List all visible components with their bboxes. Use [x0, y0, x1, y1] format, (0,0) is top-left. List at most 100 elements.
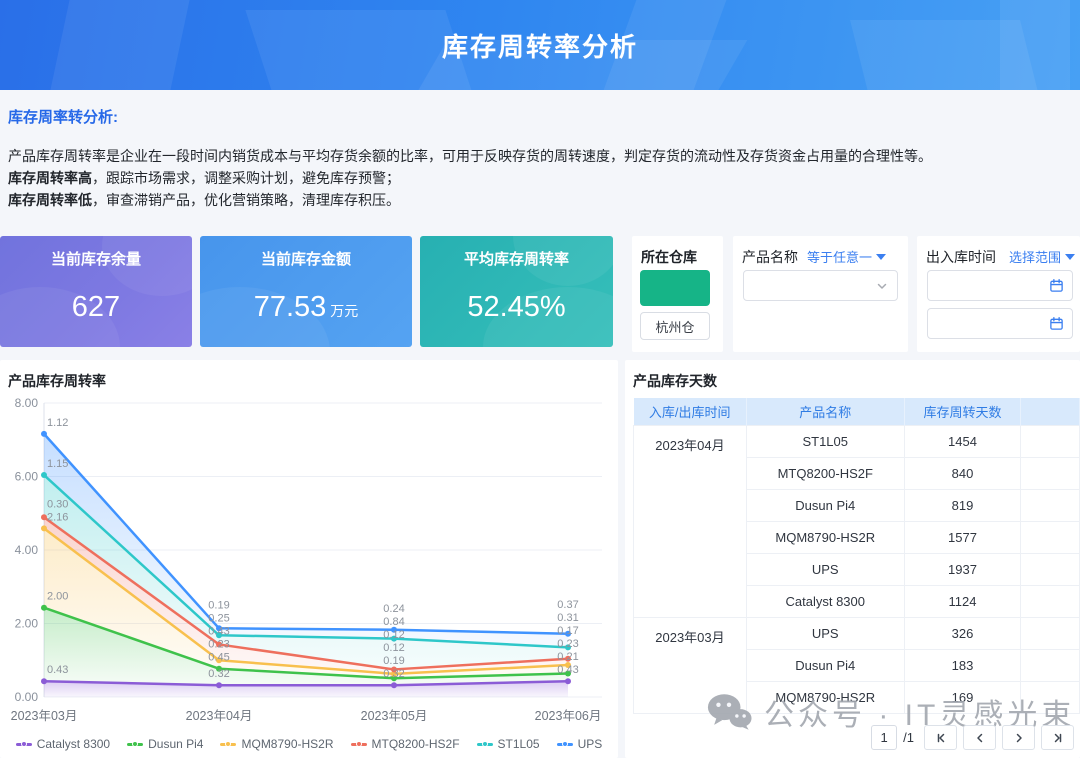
intro-line-2-rest: ，跟踪市场需求，调整采购计划，避免库存预警； [92, 170, 400, 186]
table-row: MQM8790-HS2R 1577 [634, 520, 1080, 554]
legend-label: MQM8790-HS2R [241, 737, 334, 751]
legend-item-dusun-pi4[interactable]: Dusun Pi4 [127, 737, 203, 751]
time-operator-dropdown[interactable]: 选择范围 [1009, 247, 1076, 266]
caret-down-icon [876, 253, 887, 260]
kpi-value: 77.53 万元 [254, 291, 359, 324]
legend-item-catalyst-8300[interactable]: Catalyst 8300 [15, 737, 110, 751]
table-title: 产品库存天数 [633, 373, 717, 389]
intro-heading: 库存周率转分析: [8, 109, 118, 126]
svg-text:0.12: 0.12 [383, 629, 404, 641]
svg-text:0.25: 0.25 [208, 613, 229, 625]
prev-page-button[interactable] [963, 725, 996, 750]
svg-text:0.19: 0.19 [208, 600, 229, 612]
table-row: 2023年04月 ST1L05 1454 [633, 424, 1080, 618]
empty-cell [1020, 456, 1080, 490]
svg-text:0.43: 0.43 [557, 664, 578, 676]
filter-panel-product: 产品名称 等于任意一 [733, 236, 908, 352]
chevron-down-icon [877, 283, 887, 289]
product-cell: ST1L05 [745, 424, 905, 458]
product-cell: UPS [745, 552, 905, 586]
calendar-icon [1050, 317, 1063, 330]
intro-line-1: 产品库存周转率是企业在一段时间内销货成本与平均存货余额的比率，可用于反映存货的周… [8, 148, 932, 164]
svg-text:6.00: 6.00 [15, 470, 39, 484]
svg-text:0.00: 0.00 [15, 690, 39, 704]
legend-marker-icon [476, 740, 493, 748]
days-cell: 1937 [903, 552, 1022, 586]
legend-item-mqm8790-hs2r[interactable]: MQM8790-HS2R [220, 737, 334, 751]
last-page-icon [1054, 733, 1061, 742]
intro-line-3-bold: 库存周转率低 [8, 192, 92, 208]
legend-marker-icon [350, 740, 367, 748]
empty-cell [1020, 680, 1080, 714]
days-cell: 1124 [903, 584, 1022, 618]
svg-text:0.84: 0.84 [383, 616, 404, 628]
empty-cell [1020, 648, 1080, 682]
table-row: MTQ8200-HS2F 840 [634, 456, 1080, 490]
next-page-button[interactable] [1002, 725, 1035, 750]
kpi-value: 627 [71, 291, 121, 323]
legend-marker-icon [220, 740, 237, 748]
svg-text:0.24: 0.24 [383, 603, 404, 615]
kpi-card-inventory-qty: 当前库存余量 627 [0, 236, 192, 347]
page-title: 库存周转率分析 [441, 31, 638, 62]
days-cell: 183 [903, 648, 1022, 682]
first-page-button[interactable] [924, 725, 957, 750]
period-cell: 2023年04月 [633, 424, 747, 618]
kpi-label: 平均库存周转率 [463, 251, 569, 268]
table-header-row: 入库/出库时间 产品名称 库存周转天数 [633, 398, 1080, 425]
warehouse-filter-label: 所在仓库 [641, 249, 697, 265]
legend-marker-icon [556, 740, 573, 748]
product-operator-dropdown[interactable]: 等于任意一 [807, 247, 887, 266]
svg-text:2023年06月: 2023年06月 [535, 709, 602, 723]
page-number-input[interactable]: 1 [871, 725, 898, 750]
product-select[interactable] [743, 270, 898, 301]
days-cell: 326 [903, 616, 1022, 650]
inventory-days-table: 入库/出库时间 产品名称 库存周转天数 2023年04月 ST1L05 1454 MTQ8… [633, 398, 1080, 714]
period-cell: 2023年03月 [633, 616, 747, 714]
legend-label: ST1L05 [497, 737, 540, 751]
date-end-input[interactable] [927, 308, 1073, 339]
table-column-header [1020, 398, 1080, 425]
last-page-button[interactable] [1041, 725, 1074, 750]
chart-title: 产品库存周转率 [8, 373, 106, 389]
date-start-input[interactable] [927, 270, 1073, 301]
warehouse-option-button[interactable]: 杭州仓 [640, 312, 710, 340]
kpi-label: 当前库存余量 [50, 251, 141, 268]
first-page-icon [937, 733, 944, 742]
product-cell: Catalyst 8300 [745, 584, 905, 618]
header-banner: 库存周转率分析 [0, 0, 1080, 90]
svg-text:0.12: 0.12 [383, 642, 404, 654]
legend-item-mtq8200-hs2f[interactable]: MTQ8200-HS2F [350, 737, 460, 751]
svg-text:4.00: 4.00 [15, 543, 39, 557]
table-column-header: 入库/出库时间 [633, 398, 747, 425]
page-total-label: /1 [903, 730, 914, 745]
empty-cell [1020, 424, 1080, 458]
kpi-card-inventory-amount: 当前库存金额 77.53 万元 [200, 236, 412, 347]
calendar-icon [1050, 279, 1063, 292]
kpi-card-turnover-rate: 平均库存周转率 52.45% [420, 236, 613, 347]
warehouse-selected-block[interactable] [640, 270, 710, 306]
svg-text:2.16: 2.16 [47, 511, 68, 523]
table-row: UPS 1937 [634, 552, 1080, 586]
chart-legend: Catalyst 8300 Dusun Pi4 MQM8790-HS2R MTQ820… [0, 737, 618, 751]
legend-item-ups[interactable]: UPS [556, 737, 602, 751]
svg-text:2023年03月: 2023年03月 [11, 709, 78, 723]
kpi-label: 当前库存金额 [260, 251, 351, 268]
svg-text:1.15: 1.15 [47, 458, 68, 470]
days-cell: 169 [903, 680, 1022, 714]
table-row: Catalyst 8300 1124 [634, 584, 1080, 618]
legend-item-st1l05[interactable]: ST1L05 [476, 737, 540, 751]
caret-down-icon [1065, 253, 1076, 260]
time-operator-label: 选择范围 [1009, 250, 1062, 265]
intro-line-3: 库存周转率低，审查滞销产品，优化营销策略，清理库存积压。 [8, 189, 1008, 211]
table-column-header: 产品名称 [746, 398, 905, 425]
table-row: Dusun Pi4 183 [634, 648, 1080, 682]
product-cell: UPS [745, 616, 905, 650]
svg-text:2023年05月: 2023年05月 [361, 709, 428, 723]
svg-text:2023年04月: 2023年04月 [186, 709, 253, 723]
svg-text:0.37: 0.37 [557, 599, 578, 611]
svg-text:0.45: 0.45 [208, 652, 229, 664]
kpi-value: 52.45% [467, 291, 566, 323]
svg-text:0.31: 0.31 [557, 612, 578, 624]
